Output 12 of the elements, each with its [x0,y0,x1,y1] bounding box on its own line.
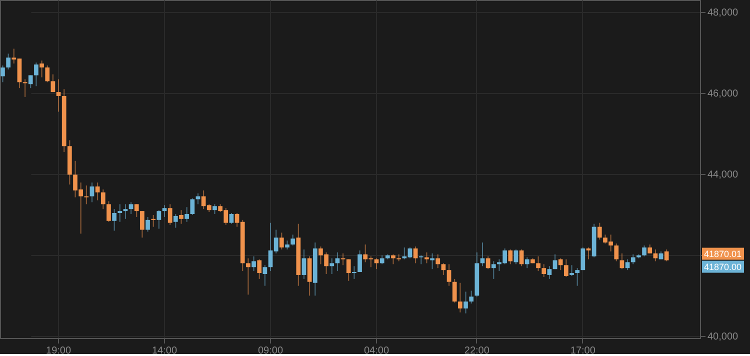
x-tick-label: 09:00 [258,346,284,356]
y-tick-label: 44,000 [708,170,739,181]
x-tick-label: 19:00 [46,346,72,356]
x-tick-label: 04:00 [364,346,390,356]
x-tick-label: 14:00 [152,346,178,356]
text: 41870.01 [704,248,742,259]
x-tick-label: 22:00 [464,346,490,356]
y-tick-label: 48,000 [708,8,739,19]
text: 41870.00 [704,262,742,272]
x-tick-label: 17:00 [570,346,596,356]
y-tick-label: 46,000 [708,88,739,100]
y-tick-label: 40,000 [708,331,739,342]
